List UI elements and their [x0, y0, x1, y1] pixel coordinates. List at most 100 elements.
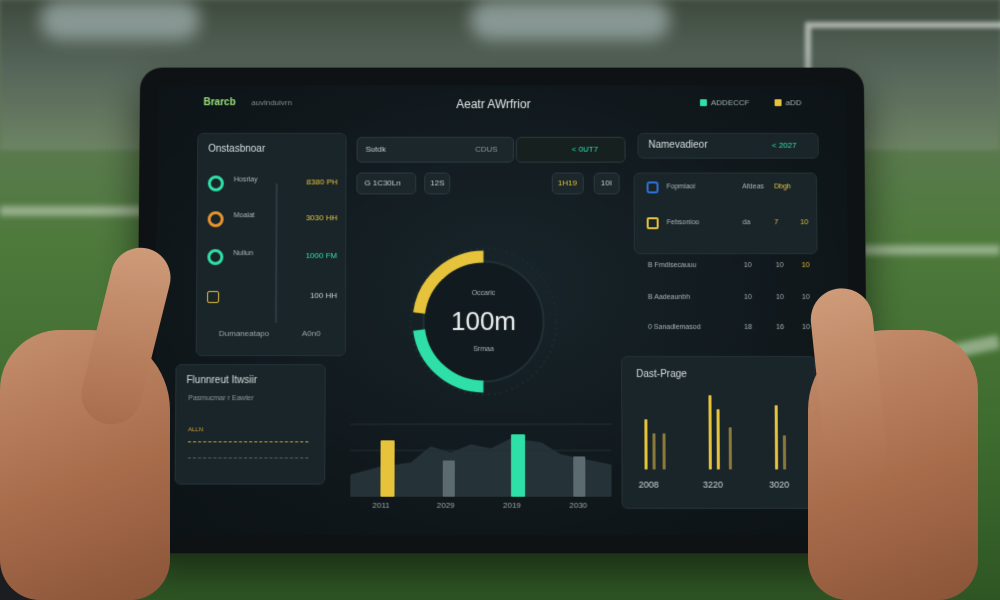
brand-name: Brarcb [203, 97, 236, 109]
gauge-top-label: Occaric [471, 290, 496, 298]
filter-label: G 1C30Ln [364, 178, 401, 188]
stat-value: 100 HH [309, 291, 338, 301]
panel-title: Flunnreut Itwsiir [186, 375, 258, 387]
filter-pill[interactable]: G 1C30Ln [356, 172, 417, 195]
panel-title: Onstasbnoar [208, 143, 266, 155]
chart-bar [652, 433, 656, 470]
trend-panel: Flunnreut Itwsiir Pasmucmar r Eawter ALL… [174, 364, 326, 485]
stat-row[interactable]: Nuliun 1000 FM [207, 247, 337, 271]
stat-label: Hosrlay [233, 176, 258, 184]
chart-bar [442, 460, 455, 497]
calendar-icon [646, 217, 659, 230]
grid-icon [207, 291, 220, 304]
table-cell: B Aadeaunbh [647, 294, 691, 302]
chip[interactable]: 1H19 [551, 172, 584, 195]
chart-bar [644, 419, 648, 470]
activity-chart: 2011 2029 2019 2030 [350, 404, 612, 510]
distance-gauge: Occaric 100m Srmaa [396, 234, 571, 409]
table-row[interactable]: B Fmdisecauuu 10 10 10 [648, 262, 816, 276]
stats-table: B Fmdisecauuu 10 10 10 B Aadeaunbh 10 10… [636, 262, 818, 352]
stat-label: Nuliun [233, 250, 254, 258]
x-axis-label: 2011 [372, 500, 390, 510]
player-icon [646, 181, 659, 194]
table-cell: 0 Sanadlemasod [648, 323, 701, 331]
panel-subtitle: Pasmucmar r Eawter [188, 395, 254, 403]
table-cell: 16 [776, 323, 784, 331]
table-cell: 18 [744, 323, 752, 331]
stat-value: 1000 FM [305, 251, 338, 261]
sky-patch [40, 0, 200, 40]
chart-bar [782, 435, 787, 470]
panel-title: Dast-Prage [636, 369, 687, 381]
panel-title: Namevadieor [648, 139, 708, 151]
list-item[interactable]: Febsonioo da 7 10 [646, 217, 815, 233]
ring-orange-icon [207, 211, 224, 228]
search-meta: CDUS [475, 144, 498, 154]
table-cell: B Fmdisecauuu [647, 262, 697, 270]
stat-row[interactable]: Moalat 3030 HH [207, 209, 338, 233]
stat-value: 8380 PH [306, 177, 338, 187]
list-cell: 7 [774, 219, 779, 227]
list-cell: Dbgh [774, 183, 791, 191]
search-right-value: < 0UT7 [571, 144, 599, 154]
chip-label: 10I [600, 178, 612, 188]
trend-line [187, 457, 309, 459]
x-axis-label: 2008 [638, 479, 659, 490]
brand-subtitle: auvlnduivrn [251, 98, 293, 108]
search-right-pill[interactable]: < 0UT7 [515, 136, 626, 163]
gauge-ring [409, 248, 558, 395]
stat-row[interactable]: Hosrlay 8380 PH [207, 174, 338, 198]
chart-bar [573, 456, 586, 497]
x-axis-label: 2029 [436, 500, 455, 510]
chart-bar [708, 395, 712, 470]
gauge-bottom-label: Srmaa [473, 346, 494, 354]
panel-footer-label: Dumaneatapo [218, 328, 270, 339]
top-bar: Brarcb auvlnduivrn Aeatr AWrfrior ADDECC… [158, 85, 847, 115]
chip[interactable]: 12S [424, 172, 451, 195]
trend-line [187, 441, 309, 443]
top-right-item[interactable]: ADDECCF [699, 98, 750, 108]
area-silhouette [350, 404, 612, 497]
sky-patch [470, 0, 670, 40]
ring-green-icon [207, 175, 224, 192]
top-right-label: ADDECCF [710, 98, 750, 108]
chip[interactable]: 10I [593, 172, 620, 195]
top-right-item[interactable]: aDD [774, 98, 802, 108]
chart-bar [662, 433, 666, 470]
chart-bar [380, 440, 395, 497]
list-label: Febsonioo [666, 219, 700, 227]
panel-footer-value: A0n0 [301, 328, 321, 339]
search-label: Sutdk [365, 144, 386, 154]
chip-label: 1H19 [557, 178, 577, 188]
list-cell: da [742, 219, 751, 227]
table-cell: 10 [801, 262, 810, 270]
stat-value: 3030 HH [305, 213, 338, 223]
table-row[interactable]: 0 Sanadlemasod 18 16 10 [648, 324, 816, 338]
table-cell: 10 [743, 294, 752, 302]
stat-label: Moalat [233, 212, 255, 220]
chart-bar [716, 409, 720, 470]
stats-panel: Onstasbnoar Hosrlay 8380 PH Moalat 3030 … [195, 132, 347, 357]
gauge-value: 100m [450, 306, 517, 337]
grid-icon [699, 99, 707, 107]
x-axis-label: 2019 [503, 500, 521, 510]
x-axis-label: 3020 [769, 479, 790, 490]
table-cell: 10 [802, 323, 810, 331]
list-label: Fopmiaoi [666, 183, 696, 191]
player-list: Fopmiaoi Afdeas Dbgh Febsonioo da 7 10 [633, 172, 818, 255]
chip-label: 12S [430, 178, 445, 188]
stat-row[interactable]: 100 HH [207, 287, 337, 311]
list-item[interactable]: Fopmiaoi Afdeas Dbgh [646, 181, 815, 197]
ring-teal-icon [207, 249, 224, 266]
chart-bar [511, 434, 526, 497]
dashboard-screen: Brarcb auvlnduivrn Aeatr AWrfrior ADDECC… [154, 85, 850, 536]
right-header[interactable]: Namevadieor < 2027 [637, 132, 819, 159]
chart-bar [774, 405, 779, 470]
top-right-label: aDD [785, 98, 802, 108]
grid-icon [774, 99, 782, 107]
table-row[interactable]: B Aadeaunbh 10 10 10 [648, 294, 816, 308]
table-cell: 10 [775, 262, 784, 270]
field-line [0, 206, 150, 216]
search-bar[interactable]: Sutdk CDUS [356, 136, 514, 163]
x-axis-label: 3220 [702, 479, 724, 490]
